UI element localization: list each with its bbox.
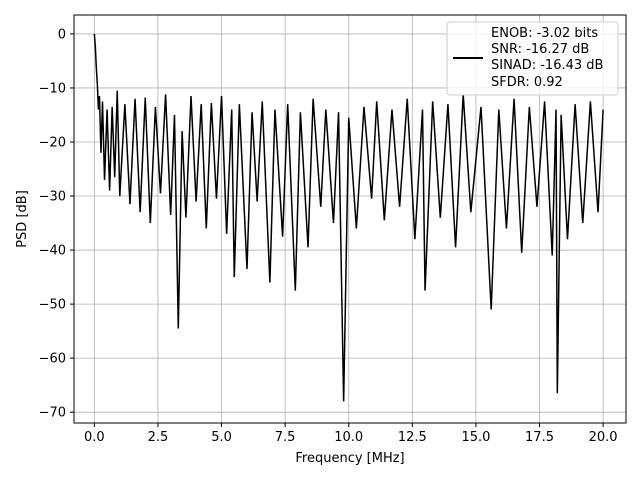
x-tick-label: 12.5	[398, 430, 427, 445]
x-tick-label: 15.0	[461, 430, 490, 445]
y-tick-label: 0	[58, 27, 66, 42]
legend-snr: SNR: -16.27 dB	[491, 42, 589, 57]
legend: ENOB: -3.02 bits SNR: -16.27 dB SINAD: -…	[446, 21, 619, 96]
legend-box	[446, 21, 619, 96]
y-tick-label: −30	[39, 190, 66, 205]
y-axis-label: PSD [dB]	[15, 190, 30, 248]
y-tick-label: −60	[39, 352, 66, 367]
x-tick-label: 10.0	[334, 430, 363, 445]
x-axis-ticks: 0.0 2.5 5.0 7.5 10.0 12.5 15.0 17.5 20.0	[84, 423, 618, 445]
x-tick-label: 5.0	[211, 430, 232, 445]
legend-sfdr: SFDR: 0.92	[491, 75, 563, 90]
legend-enob: ENOB: -3.02 bits	[491, 26, 598, 41]
x-tick-label: 7.5	[275, 430, 296, 445]
x-tick-label: 2.5	[148, 430, 169, 445]
x-tick-label: 0.0	[84, 430, 105, 445]
x-axis-label: Frequency [MHz]	[295, 451, 404, 466]
series-layer	[93, 33, 604, 402]
y-axis-ticks: 0 −10 −20 −30 −40 −50 −60 −70	[39, 27, 74, 421]
legend-sinad: SINAD: -16.43 dB	[491, 58, 603, 73]
x-tick-label: 20.0	[589, 430, 618, 445]
y-tick-label: −20	[39, 135, 66, 150]
plot-frame	[73, 14, 627, 424]
psd-series-line	[93, 33, 604, 402]
y-tick-label: −50	[39, 298, 66, 313]
y-tick-label: −40	[39, 244, 66, 259]
y-tick-label: −10	[39, 81, 66, 96]
y-tick-label: −70	[39, 406, 66, 421]
x-tick-label: 17.5	[525, 430, 554, 445]
